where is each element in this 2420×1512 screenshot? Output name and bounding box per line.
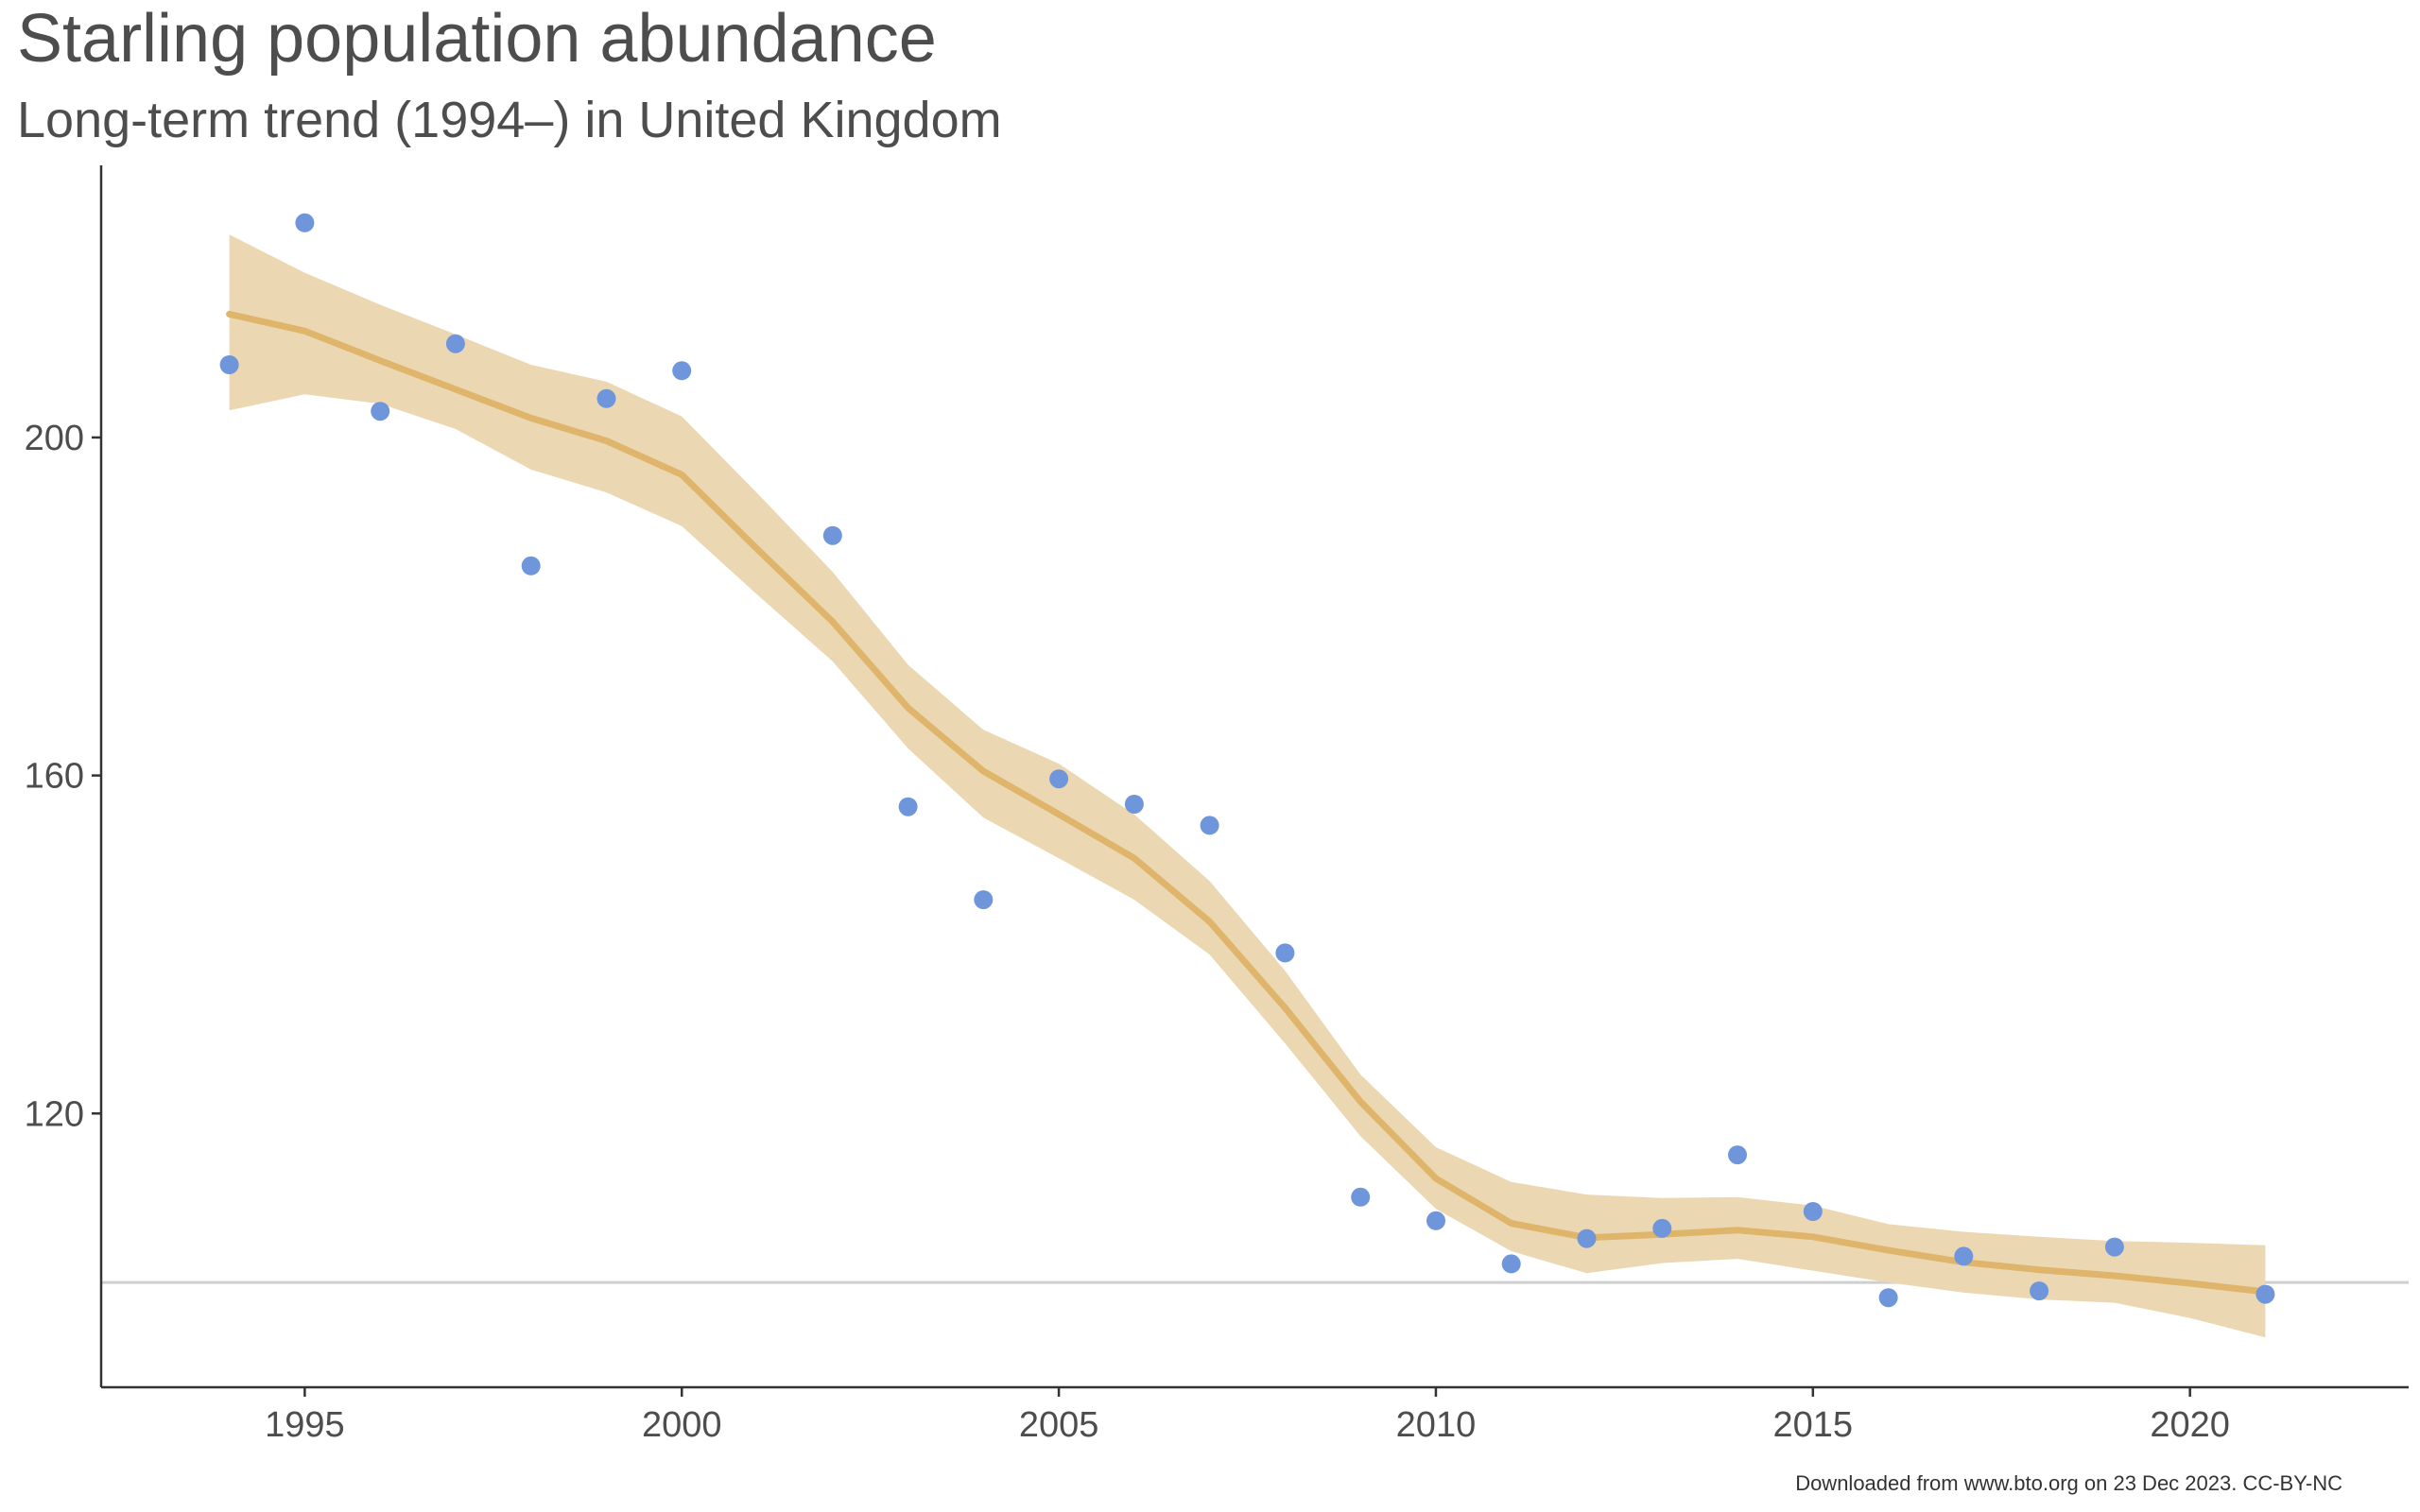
data-point (596, 388, 616, 408)
data-point (1275, 943, 1295, 963)
x-tick-label: 2015 (1773, 1405, 1854, 1445)
data-point (672, 361, 692, 381)
data-point (1577, 1228, 1597, 1248)
data-point (219, 355, 239, 374)
x-tick-label: 2000 (642, 1405, 722, 1445)
data-points (219, 213, 2275, 1308)
data-point (1803, 1202, 1823, 1221)
data-point (1124, 795, 1144, 814)
y-axis: 120 160 200 (25, 165, 103, 1387)
trend-line (226, 310, 2269, 1296)
data-point (371, 402, 390, 421)
data-point (822, 525, 842, 545)
data-point (974, 890, 994, 910)
data-point (1652, 1218, 1672, 1238)
x-tick-label: 2010 (1396, 1405, 1477, 1445)
x-tick-label: 2020 (2150, 1405, 2230, 1445)
data-point (2256, 1284, 2275, 1304)
chart-caption: Downloaded from www.bto.org on 23 Dec 20… (1795, 1471, 2342, 1495)
x-axis: 1995 2000 2005 2010 2015 2020 (101, 1385, 2409, 1445)
y-tick-label: 160 (25, 757, 84, 797)
y-tick-label: 120 (25, 1094, 84, 1134)
data-point (445, 334, 465, 353)
data-point (1426, 1211, 1445, 1230)
chart-title: Starling population abundance (17, 1, 937, 77)
data-point (1351, 1187, 1371, 1207)
data-point (295, 213, 315, 232)
x-axis-ticks: 1995 2000 2005 2010 2015 2020 (265, 1387, 2230, 1445)
plot-area (101, 213, 2409, 1338)
data-point (898, 797, 918, 816)
data-point (2030, 1281, 2049, 1301)
data-point (1501, 1254, 1521, 1274)
chart-subtitle: Long-term trend (1994–) in United Kingdo… (17, 92, 1002, 148)
data-point (1878, 1288, 1898, 1308)
confidence-ribbon (229, 234, 2266, 1338)
data-point (1728, 1145, 1747, 1165)
data-point (521, 556, 541, 576)
y-axis-ticks: 120 160 200 (25, 419, 101, 1134)
data-point (1200, 816, 1219, 835)
data-point (1049, 769, 1069, 789)
data-point (1954, 1246, 1974, 1266)
data-point (2104, 1237, 2124, 1257)
x-tick-label: 1995 (265, 1405, 345, 1445)
x-tick-label: 2005 (1019, 1405, 1099, 1445)
y-tick-label: 200 (25, 419, 84, 458)
